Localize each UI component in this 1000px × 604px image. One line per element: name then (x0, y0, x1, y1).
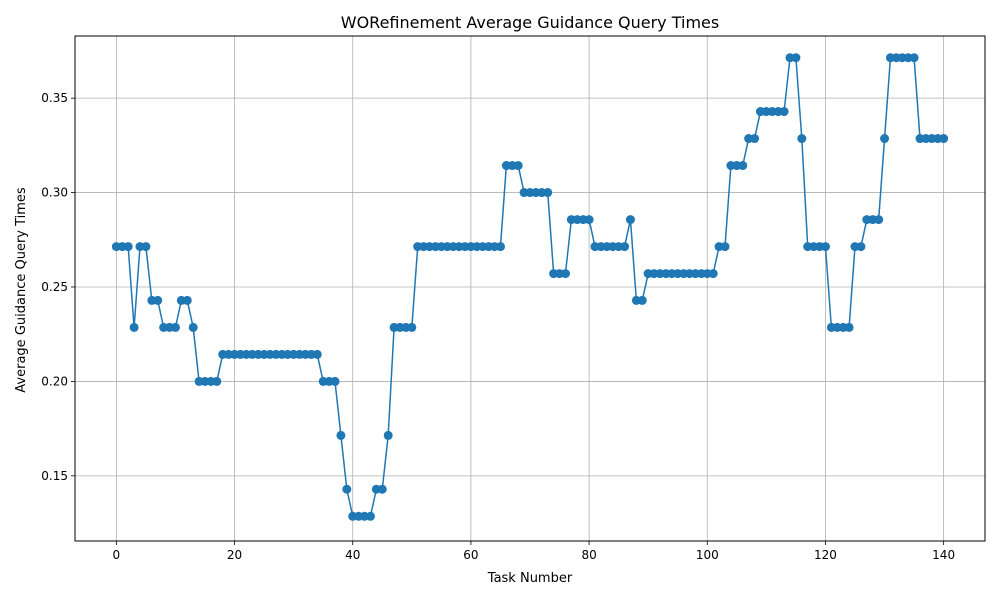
data-point (543, 188, 553, 198)
data-point (342, 484, 352, 494)
x-tick-label: 80 (581, 548, 596, 562)
data-point (750, 134, 760, 144)
data-point (212, 376, 222, 386)
y-axis-label: Average Guidance Query Times (14, 187, 29, 393)
data-point (312, 349, 322, 359)
data-point (637, 295, 647, 305)
data-point (856, 242, 866, 252)
data-point (495, 242, 505, 252)
data-point (708, 269, 718, 279)
data-point (620, 242, 630, 252)
data-point (738, 161, 748, 171)
data-point (188, 322, 198, 332)
x-tick-label: 100 (696, 548, 719, 562)
y-tick-label: 0.30 (41, 186, 68, 200)
data-point (625, 215, 635, 225)
data-point (844, 322, 854, 332)
data-point (365, 511, 375, 521)
data-point (779, 107, 789, 117)
series-layer (111, 53, 949, 521)
grid (75, 36, 985, 541)
x-tick-label: 120 (814, 548, 837, 562)
x-axis-label: Task Number (487, 571, 573, 586)
data-point (377, 484, 387, 494)
data-point (791, 53, 801, 63)
y-tick-label: 0.25 (41, 280, 68, 294)
data-point (720, 242, 730, 252)
plot-frame (74, 35, 986, 542)
y-tick-label: 0.35 (41, 91, 68, 105)
x-tick-label: 140 (932, 548, 955, 562)
y-tick-label: 0.20 (41, 374, 68, 388)
data-point (880, 134, 890, 144)
data-point (330, 376, 340, 386)
x-tick-label: 60 (463, 548, 478, 562)
x-tick-label: 40 (345, 548, 360, 562)
data-point (407, 322, 417, 332)
y-tick-label: 0.15 (41, 469, 68, 483)
data-point (170, 322, 180, 332)
data-point (584, 215, 594, 225)
data-point (797, 134, 807, 144)
y-axis: 0.15 0.20 0.25 0.30 0.35 (41, 91, 75, 483)
data-point (182, 295, 192, 305)
x-tick-label: 20 (227, 548, 242, 562)
data-point (141, 242, 151, 252)
data-point (383, 430, 393, 440)
data-point (129, 322, 139, 332)
data-point (820, 242, 830, 252)
data-point (909, 53, 919, 63)
data-point (560, 269, 570, 279)
data-point (513, 161, 523, 171)
data-point (123, 242, 133, 252)
data-point (874, 215, 884, 225)
x-tick-label: 0 (113, 548, 121, 562)
x-axis: 0 20 40 60 80 100 120 140 (113, 541, 955, 562)
data-point (939, 134, 949, 144)
chart-title: WORefinement Average Guidance Query Time… (341, 13, 719, 32)
data-point (153, 295, 163, 305)
data-point (336, 430, 346, 440)
